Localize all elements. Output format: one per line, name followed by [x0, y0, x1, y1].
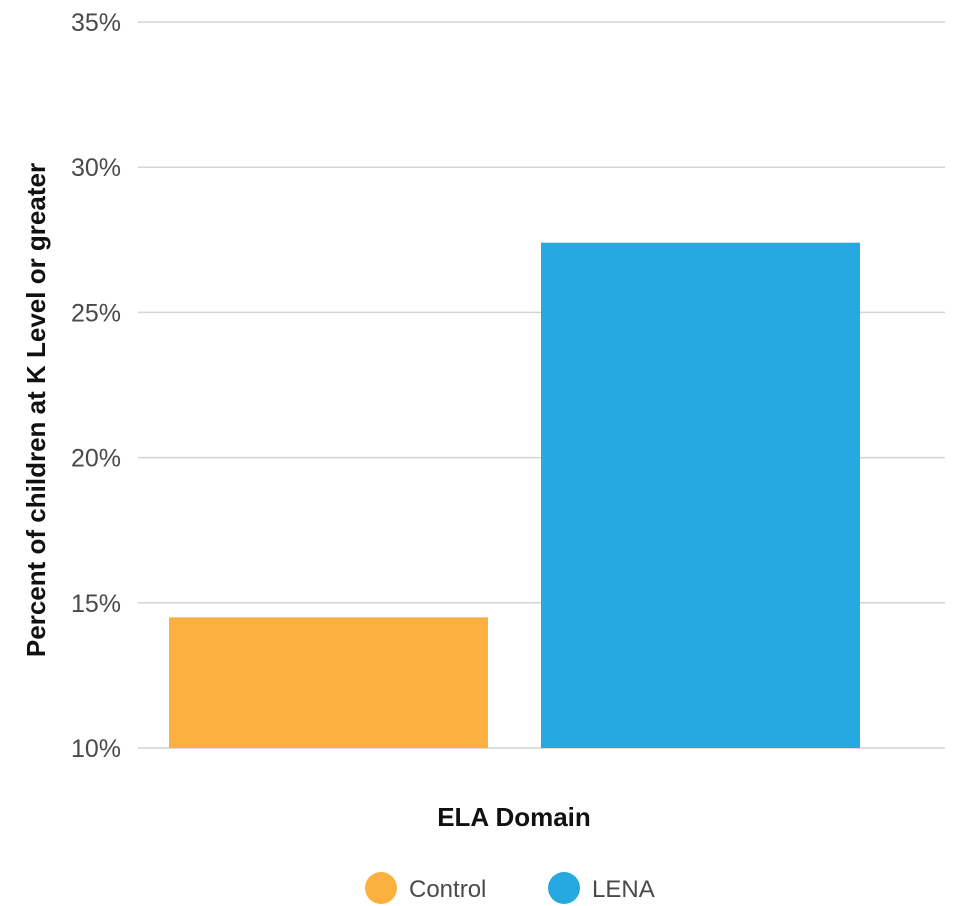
- y-tick-label: 20%: [71, 445, 121, 473]
- bar-lena: [541, 242, 860, 749]
- y-tick-label: 10%: [71, 735, 121, 763]
- legend-swatch-control: [365, 872, 397, 904]
- y-tick-label: 15%: [71, 590, 121, 618]
- x-axis-title: ELA Domain: [437, 802, 591, 832]
- y-tick-labels: 10% 15% 20% 25% 30% 35%: [71, 9, 121, 763]
- bars: [169, 242, 860, 749]
- y-axis-title: Percent of children at K Level or greate…: [21, 163, 51, 657]
- legend-swatch-lena: [548, 872, 580, 904]
- y-tick-label: 30%: [71, 154, 121, 182]
- legend-label-control: Control: [409, 876, 486, 903]
- legend-label-lena: LENA: [592, 876, 655, 903]
- bar-control: [169, 617, 488, 748]
- legend: Control LENA: [365, 872, 655, 904]
- y-tick-label: 35%: [71, 9, 121, 37]
- y-tick-label: 25%: [71, 299, 121, 327]
